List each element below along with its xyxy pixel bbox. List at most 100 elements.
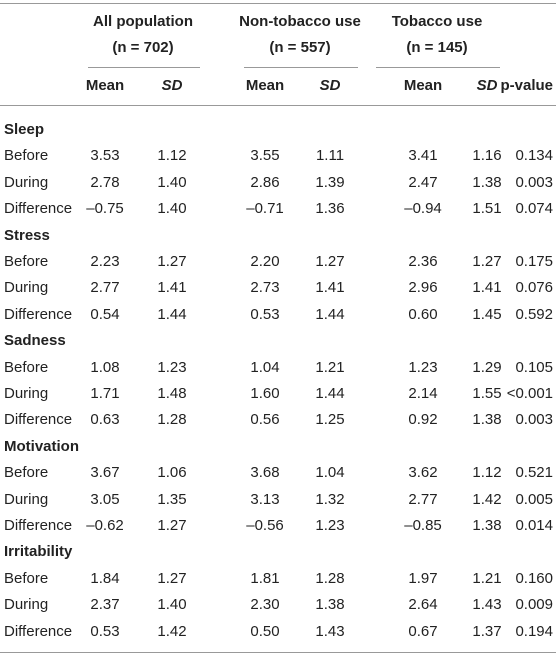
cell: 0.592: [515, 305, 553, 323]
cell: 2.78: [90, 173, 120, 191]
group-rule: [244, 67, 358, 68]
section-label: Sadness: [4, 332, 66, 350]
cell: –0.56: [246, 517, 284, 534]
cell: 1.39: [315, 173, 345, 191]
cell: 1.81: [250, 569, 280, 587]
cell: 1.38: [472, 517, 502, 534]
cell: 1.40: [157, 596, 187, 614]
group-n: (n = 702): [112, 39, 174, 56]
cell: 3.68: [250, 464, 280, 482]
cell: 3.41: [408, 147, 438, 165]
cell: 0.50: [250, 622, 280, 640]
cell: 0.521: [515, 464, 553, 482]
cell: 1.40: [157, 173, 187, 191]
cell: 0.105: [515, 358, 553, 376]
cell: 1.37: [472, 622, 502, 640]
group-header: Non-tobacco use: [239, 13, 361, 30]
cell: 0.160: [515, 569, 553, 587]
cell: 1.44: [315, 385, 345, 402]
cell: 1.60: [250, 385, 280, 402]
row-label: Difference: [4, 411, 73, 429]
cell: 0.074: [515, 200, 553, 218]
cell: 1.51: [472, 200, 502, 218]
row-label: During: [4, 596, 49, 614]
cell: 2.96: [408, 279, 438, 297]
cell: <0.001: [506, 385, 553, 402]
column-header: SD: [476, 77, 498, 94]
cell: 3.62: [408, 464, 438, 482]
cell: 1.84: [90, 569, 120, 587]
row-label: Difference: [4, 200, 73, 218]
cell: 3.55: [250, 147, 280, 165]
column-header: Mean: [85, 77, 125, 94]
cell: 1.28: [315, 569, 345, 587]
cell: 0.194: [515, 622, 553, 640]
cell: 0.92: [408, 411, 438, 429]
bottom-rule: [0, 652, 556, 653]
cell: 0.134: [515, 147, 553, 165]
cell: 1.12: [472, 464, 502, 482]
cell: 0.54: [90, 305, 120, 323]
row-label: Before: [4, 147, 49, 165]
cell: 0.003: [515, 411, 553, 429]
cell: 1.38: [472, 173, 502, 191]
cell: 0.53: [250, 305, 280, 323]
cell: 1.41: [157, 279, 187, 297]
cell: 0.076: [515, 279, 553, 297]
group-n: (n = 145): [406, 39, 468, 56]
cell: 3.05: [90, 490, 120, 508]
cell: 1.23: [408, 358, 438, 376]
cell: 1.42: [157, 622, 187, 640]
cell: 1.32: [315, 490, 345, 508]
section-label: Stress: [4, 226, 50, 244]
cell: 0.56: [250, 411, 280, 429]
cell: 1.21: [472, 569, 502, 587]
cell: 2.36: [408, 253, 438, 270]
cell: 2.64: [408, 596, 438, 614]
cell: 1.27: [315, 253, 345, 270]
cell: 1.36: [315, 200, 345, 218]
row-label: During: [4, 279, 49, 297]
cell: 0.53: [90, 622, 120, 640]
column-header: Mean: [403, 77, 443, 94]
cell: 1.04: [315, 464, 345, 482]
cell: –0.85: [404, 517, 442, 534]
cell: –0.71: [246, 200, 284, 218]
row-label: During: [4, 385, 49, 402]
cell: 0.175: [515, 253, 553, 270]
column-header: SD: [161, 77, 183, 94]
cell: 3.13: [250, 490, 280, 508]
cell: 1.23: [157, 358, 187, 376]
cell: 2.23: [90, 253, 120, 270]
cell: 1.38: [472, 411, 502, 429]
cell: 1.40: [157, 200, 187, 218]
cell: 1.29: [472, 358, 502, 376]
cell: 1.42: [472, 490, 502, 508]
cell: 2.77: [408, 490, 438, 508]
cell: 2.14: [408, 385, 438, 402]
cell: 1.44: [315, 305, 345, 323]
row-label: Difference: [4, 305, 73, 323]
group-rule: [376, 67, 500, 68]
cell: 1.06: [157, 464, 187, 482]
cell: 1.16: [472, 147, 502, 165]
cell: 1.04: [250, 358, 280, 376]
cell: 1.11: [315, 147, 345, 165]
row-label: Before: [4, 464, 49, 482]
cell: 1.55: [472, 385, 502, 402]
section-label: Sleep: [4, 121, 45, 138]
cell: 1.71: [90, 385, 120, 402]
cell: 0.009: [515, 596, 553, 614]
cell: 2.30: [250, 596, 280, 614]
cell: 1.43: [472, 596, 502, 614]
row-label: Difference: [4, 517, 73, 534]
cell: 1.43: [315, 622, 345, 640]
cell: 1.35: [157, 490, 187, 508]
cell: 1.44: [157, 305, 187, 323]
cell: –0.94: [404, 200, 442, 218]
cell: 1.23: [315, 517, 345, 534]
row-label: Before: [4, 253, 49, 270]
column-header: p-value: [500, 77, 553, 94]
cell: 2.47: [408, 173, 438, 191]
